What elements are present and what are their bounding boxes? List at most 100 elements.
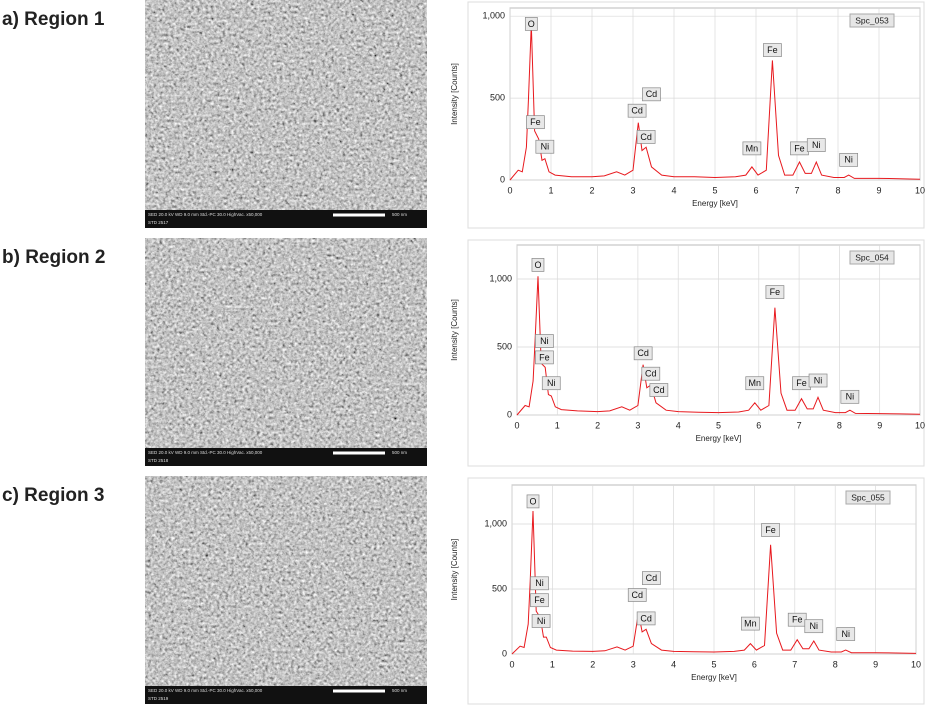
sem-info: SED 20.0 kV WD 9.0 mm Std.-PC 30.0 HighV… [148, 450, 263, 455]
x-tick-label: 0 [507, 185, 512, 195]
y-tick-label: 0 [507, 409, 512, 419]
x-tick-label: 10 [911, 659, 921, 669]
element-label-box [840, 389, 860, 404]
element-label-text: Mn [744, 618, 757, 628]
element-label: Cd [636, 611, 656, 626]
element-label: Fe [790, 141, 809, 156]
panel-label: a) Region 1 [2, 9, 105, 30]
x-tick-label: 6 [753, 185, 758, 195]
element-label-box [649, 383, 669, 397]
element-label-box [530, 576, 549, 591]
x-tick-label: 7 [792, 659, 797, 669]
sem-texture [145, 0, 427, 218]
sem-std: STD 2519 [148, 696, 169, 701]
element-label: O [531, 258, 545, 272]
y-tick-label: 1,000 [482, 11, 505, 21]
spectrum-tag: Spc_054 [849, 250, 895, 265]
spectrum-tag-text: Spc_053 [855, 15, 889, 25]
element-label: Ni [804, 619, 824, 634]
element-label: Mn [741, 616, 760, 631]
element-label-text: Ni [814, 375, 823, 385]
x-tick-label: 2 [589, 185, 594, 195]
element-label-text: Mn [746, 143, 759, 153]
sem-std: STD 2517 [148, 220, 169, 225]
y-axis-label: Intensity [Counts] [450, 63, 459, 125]
element-label: Cd [649, 383, 669, 397]
x-tick-label: 3 [630, 185, 635, 195]
element-label-box [745, 376, 765, 391]
element-label-box [526, 115, 545, 130]
element-label-box [642, 571, 661, 585]
element-label-text: Mn [749, 378, 762, 388]
element-label-box [763, 43, 782, 57]
element-label-box [806, 138, 826, 152]
element-label-text: Cd [631, 590, 643, 600]
element-label-text: Ni [844, 155, 853, 165]
element-label: Ni [839, 152, 859, 167]
element-label: Cd [642, 571, 661, 585]
element-label: Fe [526, 115, 545, 130]
element-label-box [531, 614, 551, 628]
element-label-box [761, 523, 780, 537]
element-label-box [641, 366, 661, 381]
x-tick-label: 1 [555, 420, 560, 430]
element-label: Cd [641, 366, 661, 381]
sem-info: SED 20.0 kV WD 9.0 mm Std.-PC 30.0 HighV… [148, 688, 263, 693]
element-label-text: Cd [640, 613, 652, 623]
element-label-text: Cd [640, 132, 652, 142]
element-label-box [524, 17, 538, 31]
element-label-text: O [530, 496, 537, 506]
element-label: Ni [840, 389, 860, 404]
x-tick-label: 4 [676, 420, 681, 430]
element-label: Fe [530, 593, 549, 608]
spectrum-tag: Spc_055 [845, 490, 891, 505]
y-tick-label: 0 [502, 648, 507, 658]
element-label-text: Fe [767, 45, 778, 55]
y-tick-label: 1,000 [484, 518, 507, 528]
element-label-text: Fe [770, 287, 781, 297]
element-label-box [839, 152, 859, 167]
element-label-box [535, 139, 555, 154]
element-label-box [541, 376, 561, 391]
element-label: Ni [531, 614, 551, 628]
x-tick-label: 2 [590, 659, 595, 669]
element-label-box [633, 346, 653, 361]
element-label-box [627, 103, 647, 118]
element-label: Cd [636, 130, 656, 144]
element-label: O [526, 494, 540, 509]
element-label: Ni [535, 334, 554, 348]
element-label: Fe [792, 376, 811, 391]
element-label-box [808, 373, 828, 388]
element-label-text: Fe [796, 378, 807, 388]
element-label-box [636, 611, 656, 626]
x-tick-label: 4 [671, 659, 676, 669]
element-label: Cd [627, 103, 647, 118]
y-axis-label: Intensity [Counts] [450, 539, 459, 601]
x-tick-label: 5 [716, 420, 721, 430]
element-label-box [535, 334, 554, 348]
sem-image: SED 20.0 kV WD 9.0 mm Std.-PC 30.0 HighV… [145, 238, 427, 466]
element-label: Mn [745, 376, 765, 391]
element-label-text: Fe [794, 143, 805, 153]
element-label-text: Ni [541, 142, 550, 152]
chart-frame [467, 239, 925, 467]
y-tick-label: 0 [500, 174, 505, 184]
x-tick-label: 8 [833, 659, 838, 669]
element-label: Fe [763, 43, 782, 57]
element-label: Ni [535, 139, 555, 154]
element-label-box [836, 627, 856, 641]
y-tick-label: 1,000 [489, 273, 512, 283]
element-label-box [531, 258, 545, 272]
spectrum-tag-text: Spc_055 [851, 492, 885, 502]
element-label-text: Fe [539, 352, 550, 362]
x-tick-label: 5 [712, 185, 717, 195]
element-label: Ni [530, 576, 549, 591]
element-label-text: Fe [765, 525, 776, 535]
element-label-box [742, 141, 762, 156]
element-label-text: Fe [534, 595, 545, 605]
x-tick-label: 0 [514, 420, 519, 430]
element-label: Cd [633, 346, 653, 361]
x-axis-label: Energy [keV] [696, 434, 742, 443]
element-label-box [636, 130, 656, 144]
element-label-text: Ni [812, 140, 821, 150]
